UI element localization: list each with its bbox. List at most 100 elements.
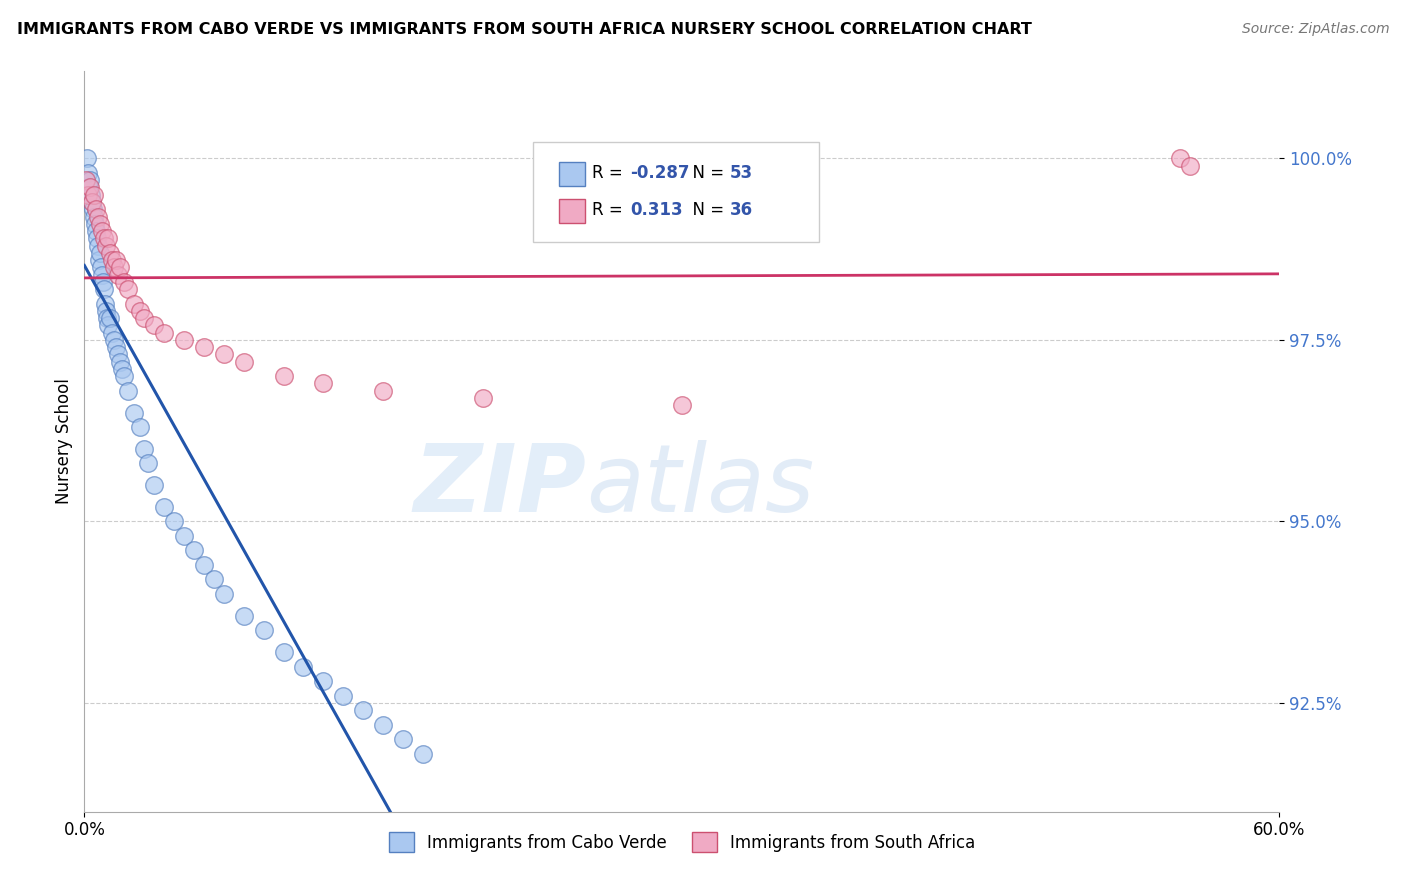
Point: [373, 717, 395, 731]
Point: [101, 253, 124, 268]
Point: [373, 384, 395, 398]
Point: [80, 187, 103, 202]
Point: [94, 296, 117, 310]
Point: [110, 260, 132, 275]
Text: IMMIGRANTS FROM CABO VERDE VS IMMIGRANTS FROM SOUTH AFRICA NURSERY SCHOOL CORREL: IMMIGRANTS FROM CABO VERDE VS IMMIGRANTS…: [17, 22, 1032, 37]
Point: [111, 362, 134, 376]
Point: [77, 166, 100, 180]
Point: [91, 268, 114, 282]
Point: [212, 587, 235, 601]
Point: [86, 224, 108, 238]
Point: [129, 304, 152, 318]
Bar: [558, 200, 585, 223]
Text: ZIP: ZIP: [413, 440, 586, 532]
Point: [112, 275, 135, 289]
Point: [193, 340, 215, 354]
Point: [90, 260, 112, 275]
Text: R =: R =: [592, 164, 628, 182]
Point: [212, 347, 235, 361]
Point: [122, 296, 145, 310]
Point: [75, 173, 97, 187]
Point: [105, 253, 128, 268]
Point: [82, 202, 104, 217]
Point: [392, 732, 415, 747]
Point: [107, 347, 129, 361]
Text: 0.313: 0.313: [630, 201, 683, 219]
Point: [122, 405, 145, 419]
Point: [97, 231, 120, 245]
Point: [96, 304, 118, 318]
Point: [143, 318, 166, 333]
Point: [93, 282, 115, 296]
Point: [76, 152, 98, 166]
Point: [129, 420, 152, 434]
Point: [117, 282, 139, 296]
Point: [103, 333, 125, 347]
Point: [82, 194, 104, 209]
Point: [107, 268, 129, 282]
Point: [273, 645, 295, 659]
Point: [253, 624, 276, 638]
Legend: Immigrants from Cabo Verde, Immigrants from South Africa: Immigrants from Cabo Verde, Immigrants f…: [382, 825, 981, 859]
Point: [83, 210, 105, 224]
Point: [87, 238, 110, 252]
Point: [91, 275, 114, 289]
Point: [232, 608, 254, 623]
Point: [112, 369, 135, 384]
Point: [412, 747, 434, 761]
Point: [352, 703, 374, 717]
Text: Source: ZipAtlas.com: Source: ZipAtlas.com: [1241, 22, 1389, 37]
Point: [132, 442, 156, 456]
Point: [79, 180, 101, 194]
Point: [79, 173, 101, 187]
Text: R =: R =: [592, 201, 628, 219]
Point: [86, 202, 108, 217]
Bar: [558, 162, 585, 186]
Point: [292, 659, 315, 673]
Point: [671, 398, 693, 412]
Point: [91, 224, 114, 238]
Text: 36: 36: [730, 201, 752, 219]
Point: [173, 529, 195, 543]
Point: [97, 318, 120, 333]
Point: [98, 245, 121, 260]
Point: [89, 253, 111, 268]
Point: [117, 384, 139, 398]
Point: [143, 478, 166, 492]
Point: [132, 311, 156, 326]
Point: [232, 354, 254, 368]
Point: [173, 333, 195, 347]
Point: [110, 354, 132, 368]
Text: N =: N =: [682, 164, 730, 182]
Point: [332, 689, 354, 703]
FancyBboxPatch shape: [533, 142, 820, 242]
Point: [87, 210, 110, 224]
Point: [82, 194, 104, 209]
Y-axis label: Nursery School: Nursery School: [55, 378, 73, 505]
Point: [312, 376, 335, 391]
Point: [96, 311, 118, 326]
Text: 53: 53: [730, 164, 752, 182]
Point: [96, 238, 118, 252]
Point: [86, 231, 108, 245]
Point: [101, 326, 124, 340]
Point: [89, 245, 111, 260]
Text: N =: N =: [682, 201, 730, 219]
Point: [98, 311, 121, 326]
Point: [153, 326, 176, 340]
Point: [79, 180, 101, 194]
Text: atlas: atlas: [586, 441, 814, 532]
Point: [84, 217, 107, 231]
Point: [89, 217, 111, 231]
Point: [471, 391, 494, 405]
Point: [202, 573, 225, 587]
Point: [312, 674, 335, 689]
Point: [103, 260, 125, 275]
Point: [77, 187, 100, 202]
Point: [193, 558, 215, 572]
Point: [83, 187, 105, 202]
Point: [1168, 152, 1191, 166]
Point: [183, 543, 205, 558]
Point: [136, 456, 159, 470]
Text: -0.287: -0.287: [630, 164, 690, 182]
